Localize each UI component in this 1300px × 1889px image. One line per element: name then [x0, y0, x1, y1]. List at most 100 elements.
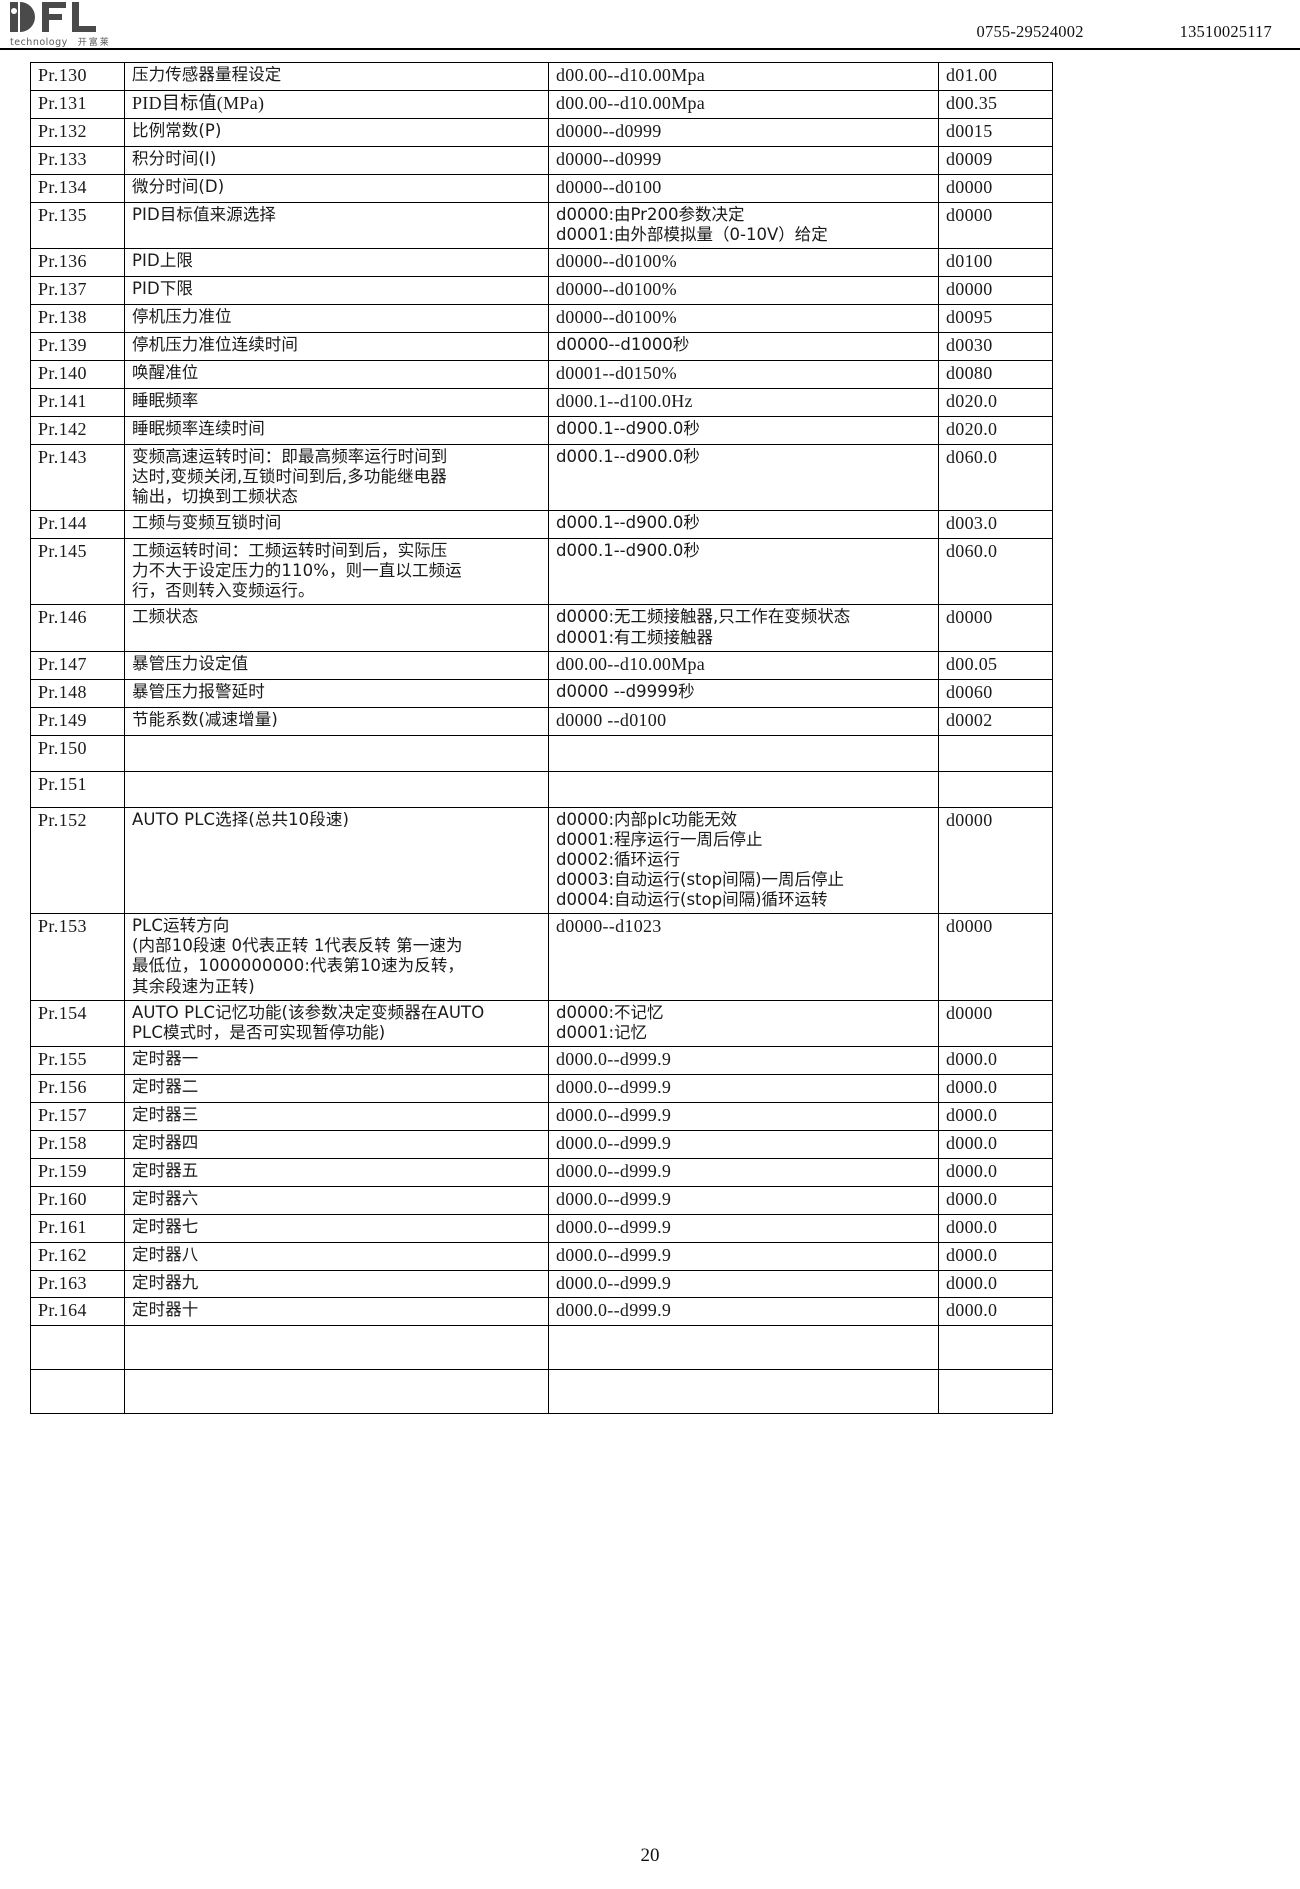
table-row: Pr.148 暴管压力报警延时 d0000 --d9999秒 d0060: [30, 678, 1053, 708]
contact-mobile: 13510025117: [1179, 22, 1272, 41]
parameter-name: PID下限: [124, 275, 549, 305]
parameter-default-value: d0009: [938, 145, 1053, 175]
parameter-range-line: d000.0--d999.9: [556, 1188, 672, 1209]
parameter-range: d000.0--d999.9: [548, 1101, 939, 1131]
parameter-name-line: 比例常数(P): [132, 120, 222, 140]
parameter-name: 变频高速运转时间：即最高频率运行时间到 达时,变频关闭,互锁时间到后,多功能继电器…: [124, 443, 549, 512]
parameter-default-value: d00.35: [938, 89, 1053, 119]
parameter-name-line: 定时器七: [132, 1216, 199, 1236]
parameter-name-line: 定时器二: [132, 1076, 199, 1096]
parameter-range: d000.1--d900.0秒: [548, 415, 939, 445]
parameter-code: Pr.130: [30, 62, 125, 91]
parameter-default-value: d000.0: [938, 1073, 1053, 1103]
parameter-range-line: d0000--d0100%: [556, 306, 677, 327]
parameter-default-value: d060.0: [938, 538, 1053, 606]
parameter-name-line: 其余段速为正转): [132, 976, 255, 996]
parameter-name-line: 定时器八: [132, 1244, 199, 1264]
table-row: Pr.130 压力传感器量程设定 d00.00--d10.00Mpa d01.00: [30, 62, 1053, 91]
parameter-default-value: d0015: [938, 117, 1053, 147]
parameter-name: [124, 770, 549, 808]
parameter-range-line: d000.0--d999.9: [556, 1272, 672, 1293]
parameter-default-value: d0000: [938, 173, 1053, 203]
parameter-range-line: d000.0--d999.9: [556, 1048, 672, 1069]
parameter-range: [548, 1369, 939, 1415]
parameter-range: d0000:无工频接触器,只工作在变频状态 d0001:有工频接触器: [548, 604, 939, 652]
parameter-name: 定时器十: [124, 1297, 549, 1327]
parameter-name-line: AUTO PLC记忆功能(该参数决定变频器在AUTO: [132, 1002, 485, 1022]
parameter-default-value: d000.0: [938, 1101, 1053, 1131]
parameter-name-line: 停机压力准位: [132, 306, 232, 326]
table-row: Pr.157 定时器三 d000.0--d999.9 d000.0: [30, 1101, 1053, 1131]
parameter-range-line: d0000--d0999: [556, 148, 662, 169]
parameter-name-line: 定时器一: [132, 1048, 199, 1068]
parameter-default-value: d0000: [938, 913, 1053, 1001]
parameter-name: 睡眠频率: [124, 387, 549, 417]
table-row: Pr.141 睡眠频率 d000.1--d100.0Hz d020.0: [30, 387, 1053, 417]
parameter-default-value: [938, 770, 1053, 808]
parameter-name: 停机压力准位: [124, 303, 549, 333]
table-row: Pr.155 定时器一 d000.0--d999.9 d000.0: [30, 1045, 1053, 1075]
parameter-name-line: PID下限: [132, 278, 194, 298]
company-logo: technology 开富莱: [8, 0, 111, 50]
parameter-code: Pr.152: [30, 806, 125, 915]
table-row: Pr.140 唤醒准位 d0001--d0150% d0080: [30, 359, 1053, 389]
parameter-range-line: d0001:有工频接触器: [556, 627, 714, 647]
page-header: technology 开富莱 0755-29524002 13510025117: [0, 0, 1300, 50]
parameter-default-value: d0000: [938, 806, 1053, 915]
parameter-default-value: d020.0: [938, 387, 1053, 417]
parameter-range-line: d0000--d1023: [556, 916, 662, 937]
parameter-range: d00.00--d10.00Mpa: [548, 650, 939, 680]
header-divider: [0, 48, 1300, 50]
parameter-default-value: d000.0: [938, 1157, 1053, 1187]
parameter-code: Pr.158: [30, 1129, 125, 1159]
parameter-range: d0000:不记忆 d0001:记忆: [548, 999, 939, 1047]
parameter-range: d00.00--d10.00Mpa: [548, 62, 939, 91]
parameter-range-line: d000.1--d900.0秒: [556, 513, 700, 533]
table-row: Pr.143 变频高速运转时间：即最高频率运行时间到 达时,变频关闭,互锁时间到后,…: [30, 443, 1053, 512]
parameter-name-line: PID上限: [132, 251, 194, 271]
table-row: Pr.134 微分时间(D) d0000--d0100 d0000: [30, 173, 1053, 203]
parameter-code: Pr.148: [30, 678, 125, 708]
table-row: Pr.142 睡眠频率连续时间 d000.1--d900.0秒 d020.0: [30, 415, 1053, 445]
parameter-range-line: d000.1--d900.0秒: [556, 541, 700, 561]
parameter-range: d000.1--d900.0秒: [548, 443, 939, 512]
table-row: Pr.161 定时器七 d000.0--d999.9 d000.0: [30, 1213, 1053, 1243]
parameter-name-line: 定时器五: [132, 1160, 199, 1180]
parameter-range-line: d0002:循环运行: [556, 849, 681, 869]
parameter-name-line: 暴管压力设定值: [132, 653, 249, 673]
parameter-name: 压力传感器量程设定: [124, 62, 549, 91]
parameter-range-line: d000.0--d999.9: [556, 1076, 672, 1097]
parameter-code: [30, 1369, 125, 1415]
parameter-name-line: 变频高速运转时间：即最高频率运行时间到: [132, 446, 448, 466]
parameter-default-value: d000.0: [938, 1045, 1053, 1075]
parameter-name: 工频状态: [124, 604, 549, 652]
parameter-code: Pr.159: [30, 1157, 125, 1187]
parameter-default-value: d000.0: [938, 1129, 1053, 1159]
parameter-name: 定时器四: [124, 1129, 549, 1159]
parameter-code: Pr.145: [30, 538, 125, 606]
parameter-range: d000.0--d999.9: [548, 1073, 939, 1103]
parameter-range-line: d0000--d0999: [556, 120, 662, 141]
parameter-default-value: d060.0: [938, 443, 1053, 512]
parameter-name-line: 暴管压力报警延时: [132, 681, 265, 701]
parameter-range: [548, 734, 939, 772]
table-row: Pr.138 停机压力准位 d0000--d0100% d0095: [30, 303, 1053, 333]
table-row: Pr.150: [30, 734, 1053, 772]
parameter-range: d000.0--d999.9: [548, 1129, 939, 1159]
parameter-name-line: 定时器九: [132, 1272, 199, 1292]
parameter-range-line: d000.0--d999.9: [556, 1160, 672, 1181]
table-row: Pr.159 定时器五 d000.0--d999.9 d000.0: [30, 1157, 1053, 1187]
parameter-code: Pr.143: [30, 443, 125, 512]
table-row: Pr.132 比例常数(P) d0000--d0999 d0015: [30, 117, 1053, 147]
parameter-code: [30, 1325, 125, 1371]
parameter-name: [124, 1369, 549, 1415]
parameter-code: Pr.147: [30, 650, 125, 680]
parameter-range: d0000 --d9999秒: [548, 678, 939, 708]
table-row: Pr.151: [30, 770, 1053, 808]
parameter-name-line: 定时器六: [132, 1188, 199, 1208]
parameter-range-line: d0000:不记忆: [556, 1002, 664, 1022]
parameter-range-line: d0000--d0100%: [556, 278, 677, 299]
parameter-range-line: d0004:自动运行(stop间隔)循环运转: [556, 890, 828, 909]
parameter-range-line: d0000:由Pr200参数决定: [556, 204, 745, 224]
parameter-range: [548, 770, 939, 808]
